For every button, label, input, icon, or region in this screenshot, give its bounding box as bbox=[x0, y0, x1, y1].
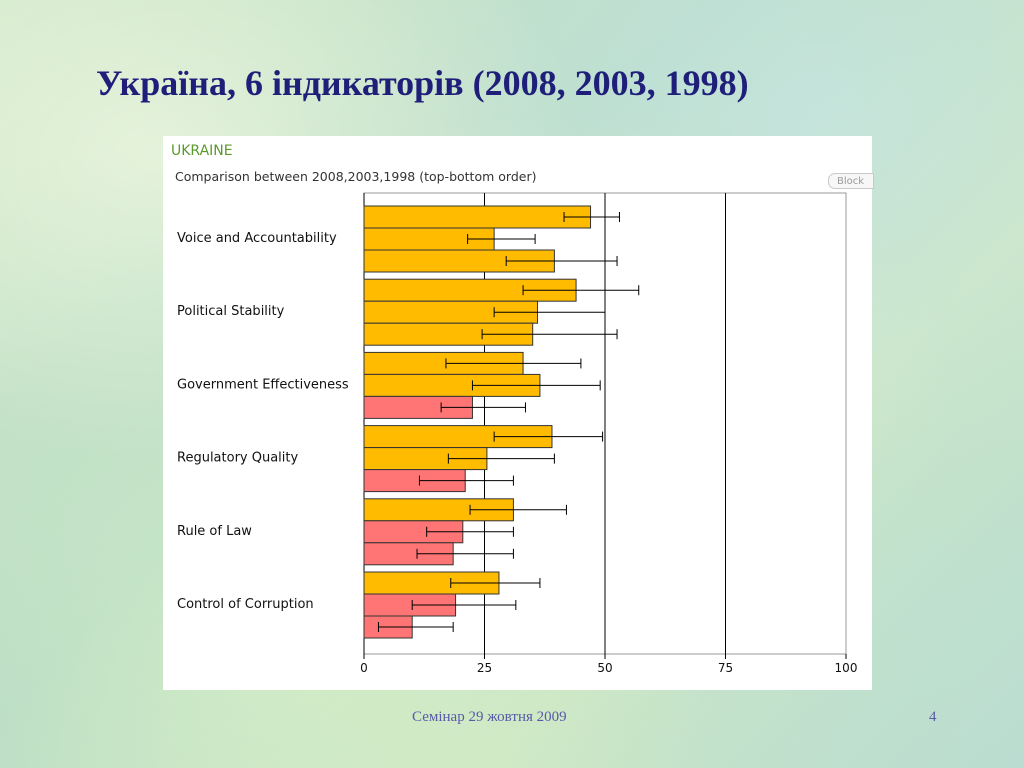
category-label: Regulatory Quality bbox=[177, 451, 298, 466]
chart-subtitle: Comparison between 2008,2003,1998 (top-b… bbox=[175, 169, 536, 184]
category-label: Voice and Accountability bbox=[177, 231, 337, 246]
x-axis-ticks: 0 25 50 75 100 bbox=[360, 654, 857, 675]
bar-2008 bbox=[363, 205, 592, 229]
category-label: Political Stability bbox=[177, 304, 285, 319]
x-tick-label: 50 bbox=[597, 661, 612, 675]
x-tick-label: 100 bbox=[835, 661, 858, 675]
chart-svg: UKRAINE Comparison between 2008,2003,199… bbox=[171, 143, 857, 675]
slide-title: Україна, 6 індикаторів (2008, 2003, 1998… bbox=[96, 63, 749, 103]
category-label: Rule of Law bbox=[177, 524, 252, 539]
bars-layer bbox=[363, 205, 640, 639]
category-labels: Voice and Accountability Political Stabil… bbox=[177, 231, 349, 612]
block-button[interactable]: Block bbox=[828, 173, 874, 189]
x-tick-label: 75 bbox=[718, 661, 733, 675]
x-tick-label: 25 bbox=[477, 661, 492, 675]
category-label: Control of Corruption bbox=[177, 597, 314, 612]
chart-title: UKRAINE bbox=[171, 143, 233, 159]
category-label: Government Effectiveness bbox=[177, 377, 349, 392]
page-number: 4 bbox=[929, 709, 937, 725]
x-tick-label: 0 bbox=[360, 661, 368, 675]
slide-footer: Семінар 29 жовтня 2009 bbox=[412, 709, 567, 725]
chart-panel: UKRAINE Comparison between 2008,2003,199… bbox=[163, 136, 874, 690]
